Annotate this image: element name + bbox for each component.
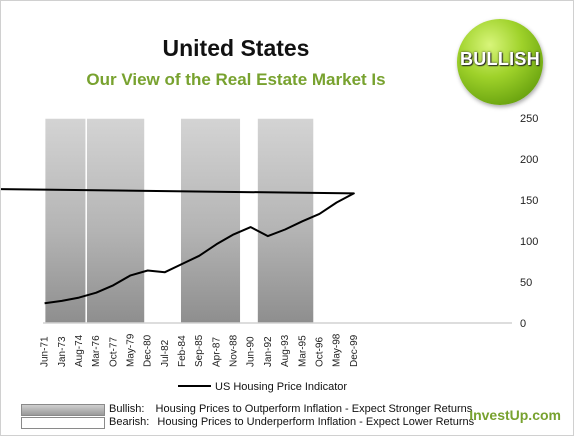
bullish-description: Housing Prices to Outperform Inflation -…: [155, 403, 473, 415]
x-tick-label: Feb-84: [177, 335, 188, 367]
x-tick-label: Jan-73: [57, 336, 68, 367]
x-tick-label: Dec-99: [349, 334, 360, 367]
bearish-swatch: [21, 417, 105, 429]
x-tick-label: Jan-92: [263, 336, 274, 367]
chart-legend: US Housing Price Indicator: [178, 381, 347, 393]
legend-series-label: US Housing Price Indicator: [215, 381, 347, 393]
bearish-label: Bearish:: [109, 416, 150, 428]
y-tick-label: 50: [520, 277, 532, 289]
brand-logo-text: InvestUp.com: [469, 407, 561, 423]
y-tick-label: 100: [520, 236, 538, 248]
bullish-band: [179, 117, 242, 324]
x-tick-label: Jun-90: [246, 336, 257, 367]
x-tick-label: Oct-77: [108, 337, 119, 367]
bullish-bands: [43, 117, 315, 324]
x-tick-label: Aug-93: [280, 334, 291, 367]
y-axis: 0 50 100 150 200 250: [520, 113, 538, 330]
x-tick-label: Mar-95: [297, 335, 308, 367]
chart-title: United States: [162, 35, 310, 61]
x-tick-label: Dec-80: [143, 334, 154, 367]
bullish-swatch: [21, 404, 105, 416]
series-lines: [1, 188, 355, 305]
x-tick-label: Jun-71: [40, 336, 51, 367]
series-line: [1, 188, 355, 305]
x-tick-label: Sep-85: [194, 334, 205, 367]
bullish-label: Bullish:: [109, 403, 145, 415]
y-tick-label: 250: [520, 113, 538, 125]
bearish-description: Housing Prices to Underperform Inflation…: [157, 416, 475, 428]
badge-label: BULLISH: [459, 49, 541, 69]
x-tick-label: May-98: [332, 333, 343, 367]
bullish-legend-row: Bullish: Housing Prices to Outperform In…: [109, 403, 472, 415]
chart-subtitle: Our View of the Real Estate Market Is: [86, 70, 386, 89]
x-tick-label: Aug-74: [74, 334, 85, 367]
x-tick-label: Jul-82: [160, 339, 171, 367]
bearish-legend-row: Bearish: Housing Prices to Underperform …: [109, 416, 474, 428]
x-tick-label: Mar-76: [91, 335, 102, 367]
x-axis: Jun-71 Jan-73 Aug-74 Mar-76 Oct-77 May-79 Dec-…: [40, 322, 512, 367]
bullish-badge-icon: BULLISH: [457, 19, 543, 105]
x-tick-label: Nov-88: [229, 334, 240, 367]
x-tick-label: Apr-87: [211, 337, 222, 367]
y-tick-label: 0: [520, 318, 526, 330]
x-tick-label: May-79: [126, 333, 137, 367]
x-tick-label: Oct-96: [314, 337, 325, 367]
bullish-band: [43, 117, 87, 324]
y-tick-label: 150: [520, 195, 538, 207]
y-tick-label: 200: [520, 154, 538, 166]
